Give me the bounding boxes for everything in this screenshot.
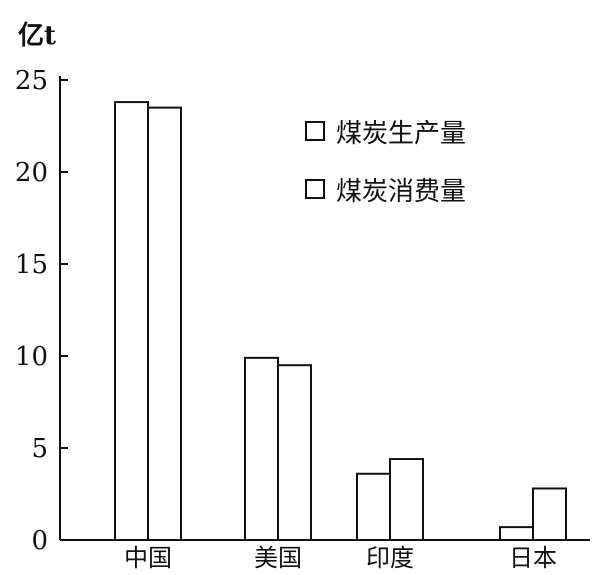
- y-tick-label: 25: [15, 66, 48, 96]
- bar-consumption-2: [389, 458, 424, 542]
- bar-production-2: [356, 472, 391, 542]
- bar-consumption-1: [277, 364, 312, 542]
- x-tick-labels: 中国 美国 印度 日本: [124, 544, 557, 572]
- y-tick-label: 20: [15, 158, 48, 188]
- bar-production-0: [114, 101, 149, 542]
- bars: [114, 101, 567, 542]
- legend-swatch: [305, 179, 325, 199]
- legend-swatch: [305, 121, 325, 141]
- bar-production-3: [499, 526, 534, 541]
- y-axis-label: 亿t: [18, 21, 56, 51]
- bar-production-1: [244, 356, 279, 541]
- x-tick-label: 美国: [254, 544, 302, 572]
- x-tick-label: 印度: [366, 544, 414, 572]
- x-tick-label: 日本: [509, 544, 557, 572]
- legend-label: 煤炭生产量: [336, 119, 466, 149]
- legend-label: 煤炭消费量: [336, 177, 466, 207]
- bar-consumption-0: [147, 106, 182, 541]
- y-tick-label: 15: [15, 250, 48, 280]
- y-tick-label: 0: [31, 526, 48, 556]
- bar-consumption-3: [532, 487, 567, 542]
- y-tick-label: 10: [15, 342, 48, 372]
- y-tick-label: 5: [31, 434, 48, 464]
- y-ticks: 0 5 10 15 20 25: [15, 66, 68, 556]
- x-tick-label: 中国: [124, 544, 172, 572]
